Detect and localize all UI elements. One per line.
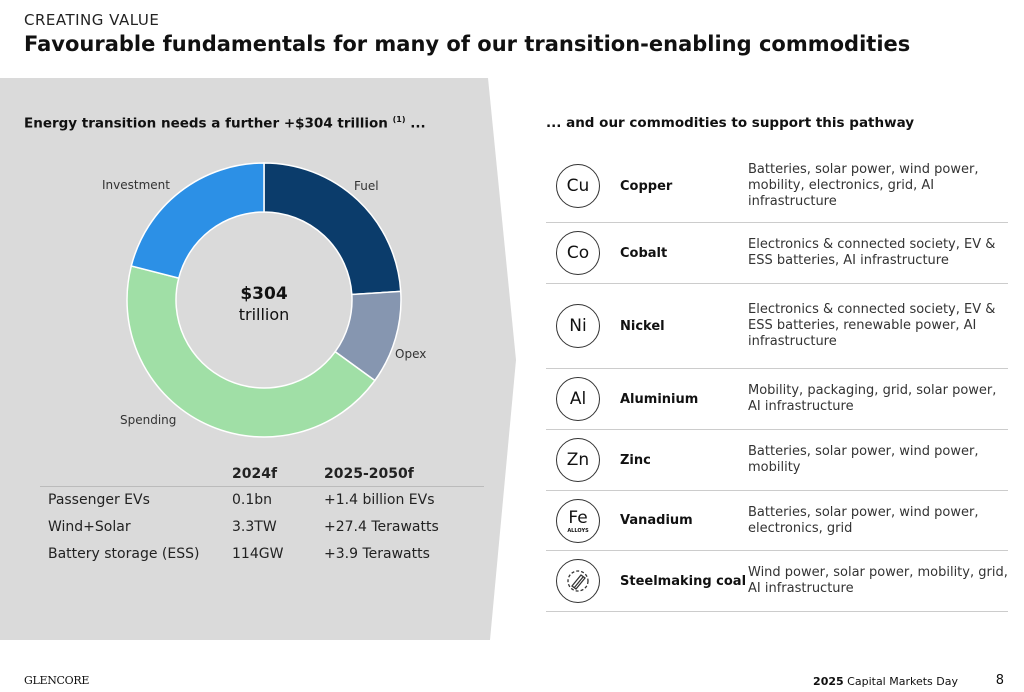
aluminium-symbol-icon: Al: [556, 377, 600, 421]
label-investment: Investment: [102, 178, 170, 192]
footer-event: 2025 Capital Markets Day: [813, 675, 958, 688]
list-item: Steelmaking coal Wind power, solar power,…: [546, 551, 1008, 612]
donut-slice-investment: [130, 162, 265, 280]
donut-slice-spending: [126, 265, 376, 438]
left-panel-background: [0, 78, 516, 640]
label-fuel: Fuel: [354, 179, 379, 193]
donut-slice-fuel: [263, 162, 402, 296]
donut-center-value: $304: [240, 284, 288, 304]
list-item: Ni Nickel Electronics & connected society,…: [546, 284, 1008, 369]
list-item: Al Aluminium Mobility, packaging, grid, so…: [546, 369, 1008, 430]
donut-center-unit: trillion: [238, 305, 290, 324]
kicker: CREATING VALUE: [24, 11, 160, 29]
page-number: 8: [995, 673, 1004, 688]
cobalt-symbol-icon: Co: [556, 231, 600, 275]
glencore-logo: GLENCORE: [24, 674, 90, 687]
label-opex: Opex: [395, 347, 427, 361]
list-item: Co Cobalt Electronics & connected society,…: [546, 223, 1008, 284]
table-row: Battery storage (ESS) 114GW +3.9 Terawatts: [48, 545, 430, 562]
right-heading: ... and our commodities to support this …: [546, 115, 915, 131]
left-heading: Energy transition needs a further +$304 …: [24, 115, 426, 132]
nickel-symbol-icon: Ni: [556, 304, 600, 348]
zinc-symbol-icon: Zn: [556, 438, 600, 482]
copper-symbol-icon: Cu: [556, 164, 600, 208]
donut-chart: [126, 162, 402, 438]
label-spending: Spending: [120, 413, 177, 427]
commodity-list: Cu Copper Batteries, solar power, wind pow…: [546, 150, 1008, 612]
list-item: Cu Copper Batteries, solar power, wind pow…: [546, 150, 1008, 223]
steel-gear-icon: [556, 559, 600, 603]
table-row: Wind+Solar 3.3TW +27.4 Terawatts: [48, 518, 439, 535]
ferroalloys-symbol-icon: Fe ALLOYS: [556, 498, 600, 543]
table-header: 2024f 2025-2050f: [40, 462, 484, 486]
list-item: Fe ALLOYS Vanadium Batteries, solar power, …: [546, 491, 1008, 551]
page-title: Favourable fundamentals for many of our …: [24, 32, 911, 56]
table-row: Passenger EVs 0.1bn +1.4 billion EVs: [48, 491, 435, 508]
list-item: Zn Zinc Batteries, solar power, wind power…: [546, 430, 1008, 491]
stats-table: 2024f 2025-2050f Passenger EVs 0.1bn +1.4 …: [40, 462, 484, 567]
